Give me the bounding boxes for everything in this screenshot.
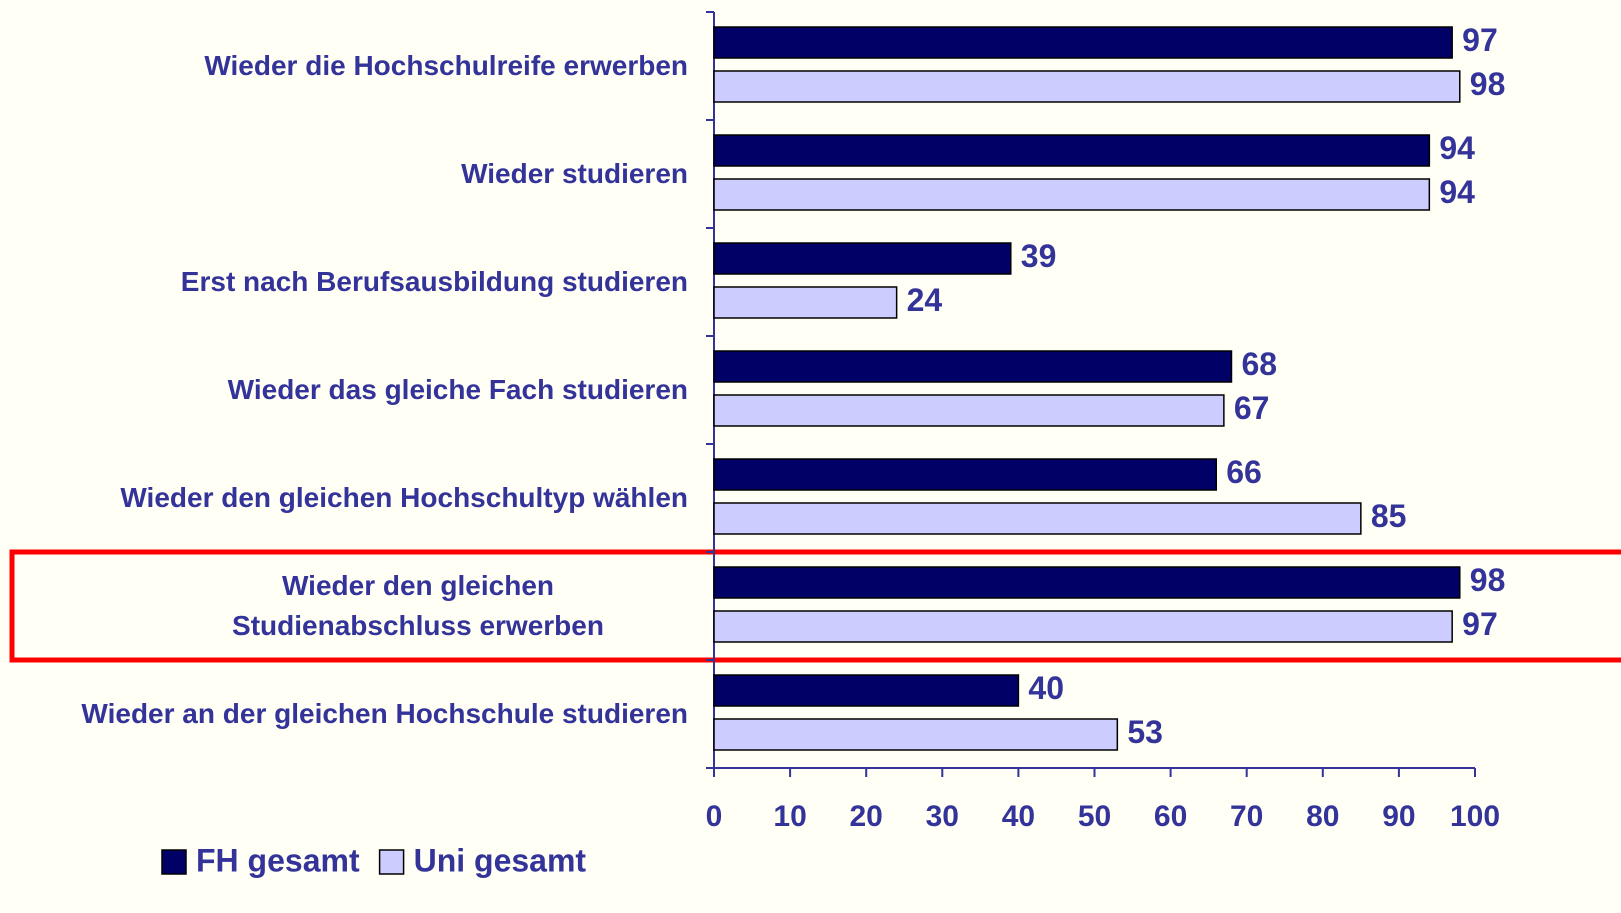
x-tick-label: 100 xyxy=(1450,800,1500,833)
x-tick-label: 80 xyxy=(1306,800,1339,833)
x-tick-label: 50 xyxy=(1078,800,1111,833)
category-label: Wieder studieren xyxy=(461,158,688,189)
value-label: 97 xyxy=(1462,606,1498,642)
category-label: Wieder den gleichen Studienabschluss erw… xyxy=(232,570,604,641)
bar xyxy=(713,610,1453,643)
bar xyxy=(713,566,1461,599)
value-label: 85 xyxy=(1371,498,1407,534)
bar xyxy=(713,718,1119,751)
value-label: 24 xyxy=(907,282,943,318)
value-label: 39 xyxy=(1021,238,1057,274)
bar xyxy=(713,350,1233,383)
highlight-box xyxy=(9,549,1621,663)
bar xyxy=(713,242,1012,275)
x-tick-label: 40 xyxy=(1002,800,1035,833)
bar xyxy=(713,134,1431,167)
value-label: 53 xyxy=(1127,714,1163,750)
x-tick-label: 70 xyxy=(1230,800,1263,833)
x-tick-label: 10 xyxy=(773,800,806,833)
x-tick-label: 90 xyxy=(1382,800,1415,833)
category-label: Wieder die Hochschulreife erwerben xyxy=(204,50,688,81)
value-label: 94 xyxy=(1439,130,1475,166)
value-label: 98 xyxy=(1470,66,1506,102)
value-label: 66 xyxy=(1226,454,1262,490)
bar xyxy=(713,286,898,319)
x-tick-label: 0 xyxy=(706,800,723,833)
bar xyxy=(713,458,1218,491)
x-tick-label: 30 xyxy=(926,800,959,833)
bar xyxy=(713,394,1225,427)
legend-swatch xyxy=(378,849,405,875)
category-label: Erst nach Berufsausbildung studieren xyxy=(180,266,688,297)
value-label: 68 xyxy=(1241,346,1277,382)
bar xyxy=(713,178,1431,211)
x-tick-label: 20 xyxy=(850,800,883,833)
value-label: 40 xyxy=(1028,670,1064,706)
category-label: Wieder das gleiche Fach studieren xyxy=(227,374,688,405)
value-label: 97 xyxy=(1462,22,1498,58)
value-label: 94 xyxy=(1439,174,1475,210)
legend-label: FH gesamt xyxy=(196,842,360,878)
value-label: 98 xyxy=(1470,562,1506,598)
value-label: 67 xyxy=(1234,390,1270,426)
bar xyxy=(713,674,1020,707)
x-tick-label: 60 xyxy=(1154,800,1187,833)
bar xyxy=(713,26,1453,59)
category-label: Wieder an der gleichen Hochschule studie… xyxy=(81,698,688,729)
bar xyxy=(713,502,1362,535)
legend-swatch xyxy=(161,849,187,875)
bar xyxy=(713,70,1461,103)
legend-label: Uni gesamt xyxy=(414,842,587,878)
category-label: Wieder den gleichen Hochschultyp wählen xyxy=(120,482,688,513)
